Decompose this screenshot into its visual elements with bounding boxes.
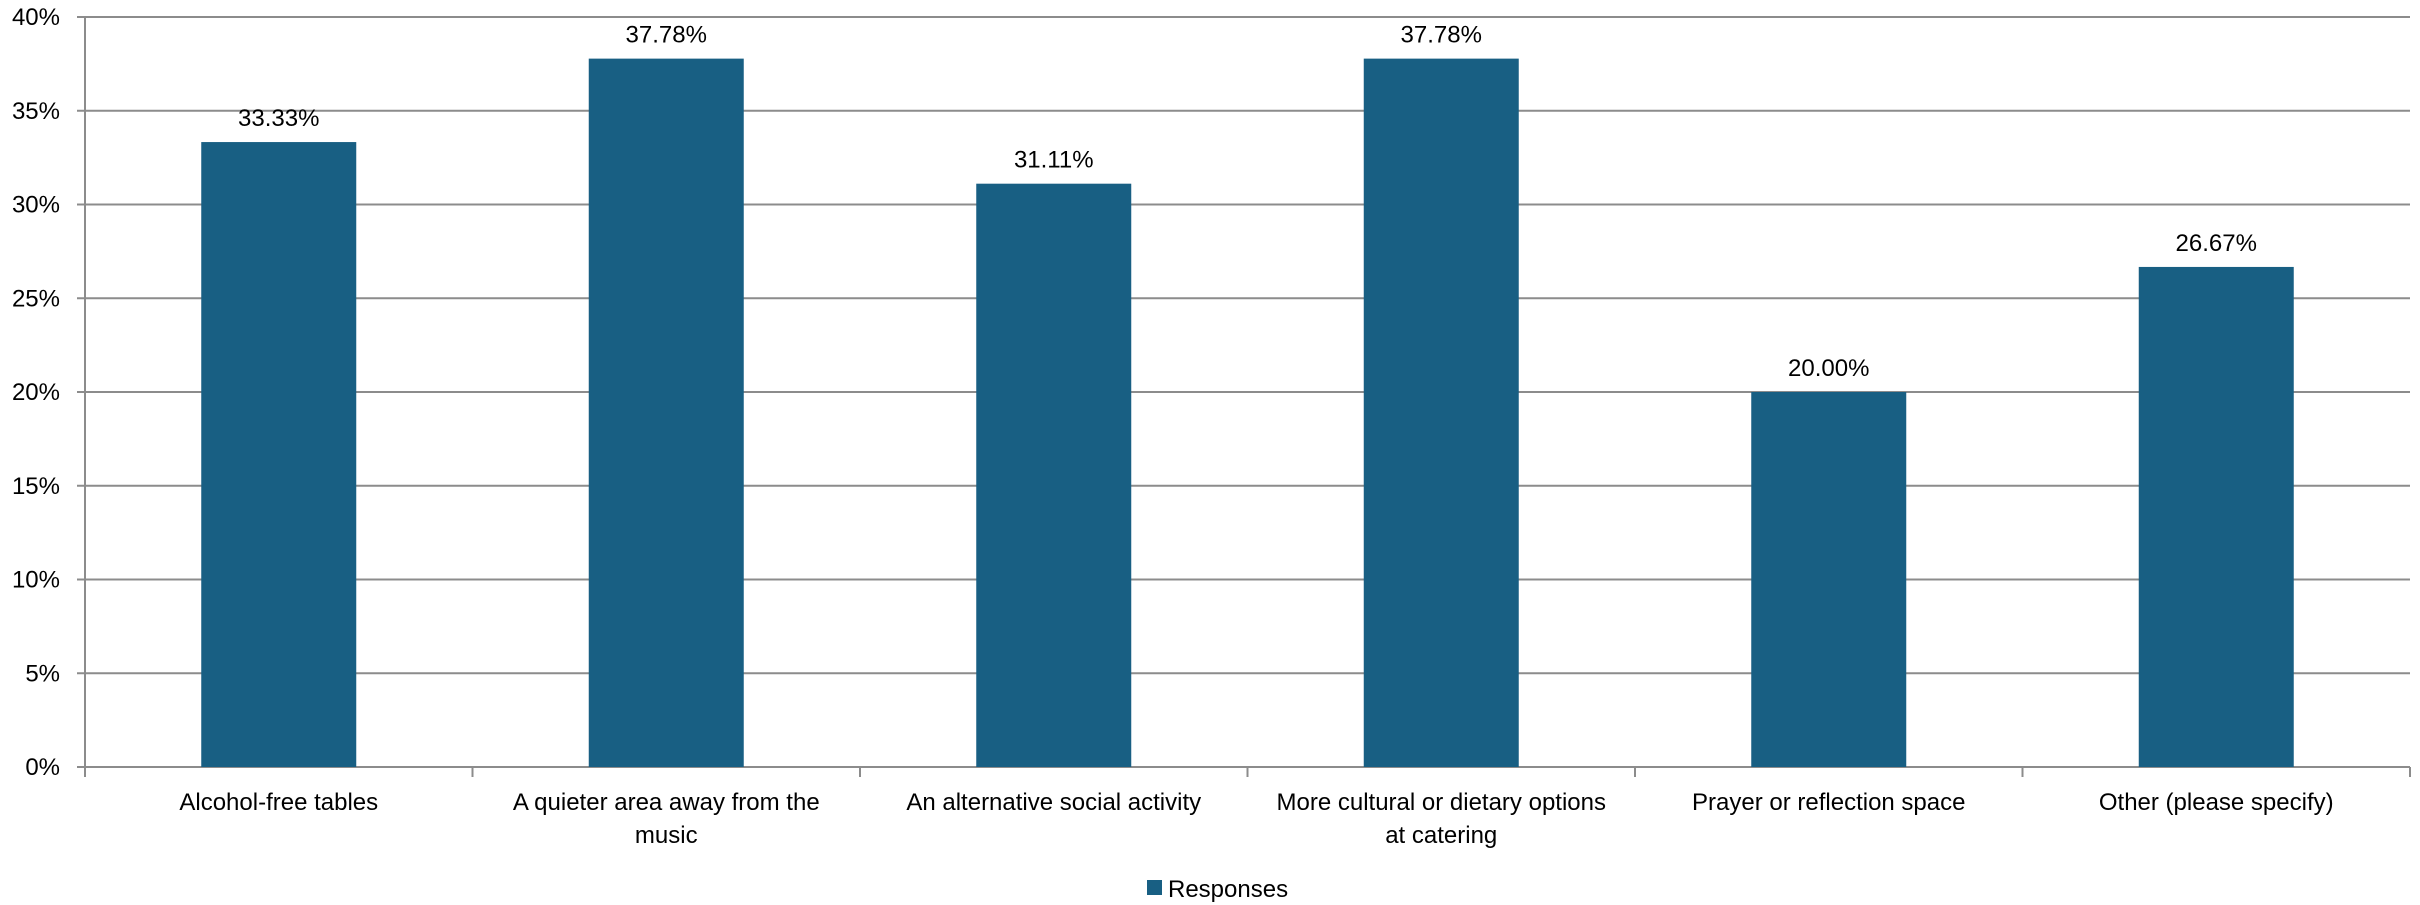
x-category-label: Other (please specify) [2099,789,2334,816]
x-category-label: at catering [1385,822,1497,849]
y-tick-label: 5% [25,660,60,687]
legend-swatch [1147,880,1162,895]
bar [2138,266,2294,767]
data-label: 31.11% [1014,147,1094,174]
y-axis-tick-labels: 0% 5% 10% 15% 20% 25% 30% 35% 40% [12,4,60,781]
y-tick-label: 15% [12,473,60,500]
x-category-label: Prayer or reflection space [1692,789,1965,816]
data-labels: 33.33% 37.78% 31.11% 37.78% 20.00% 26.67% [238,22,2257,382]
axes [77,16,2411,777]
data-label: 37.78% [626,22,707,49]
bar [1751,392,1907,767]
data-label: 20.00% [1788,355,1869,382]
bar [976,183,1132,767]
y-tick-label: 10% [12,567,60,594]
x-category-label: Alcohol-free tables [179,789,378,816]
data-label: 33.33% [238,105,319,132]
bar [1363,58,1519,767]
bars [201,58,2294,767]
x-category-label: More cultural or dietary options [1277,789,1606,816]
gridlines [85,16,2410,675]
bar [201,142,357,767]
x-category-label: A quieter area away from the [513,789,820,816]
y-tick-label: 0% [25,754,60,781]
y-tick-label: 20% [12,379,60,406]
legend-label: Responses [1168,876,1288,903]
y-tick-label: 25% [12,285,60,312]
y-tick-label: 35% [12,98,60,125]
x-category-label: An alternative social activity [906,789,1201,816]
data-label: 26.67% [2176,230,2257,257]
x-category-label: music [635,822,698,849]
y-tick-label: 30% [12,192,60,219]
x-axis-category-labels: Alcohol-free tables A quieter area away f… [179,789,2333,849]
bar [588,58,744,767]
y-tick-label: 40% [12,4,60,31]
legend: Responses [1147,876,1288,903]
data-label: 37.78% [1401,22,1482,49]
